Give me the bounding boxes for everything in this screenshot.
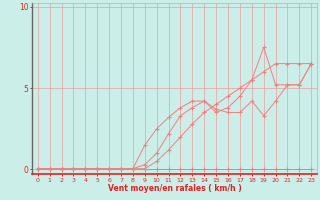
X-axis label: Vent moyen/en rafales ( km/h ): Vent moyen/en rafales ( km/h )	[108, 184, 241, 193]
